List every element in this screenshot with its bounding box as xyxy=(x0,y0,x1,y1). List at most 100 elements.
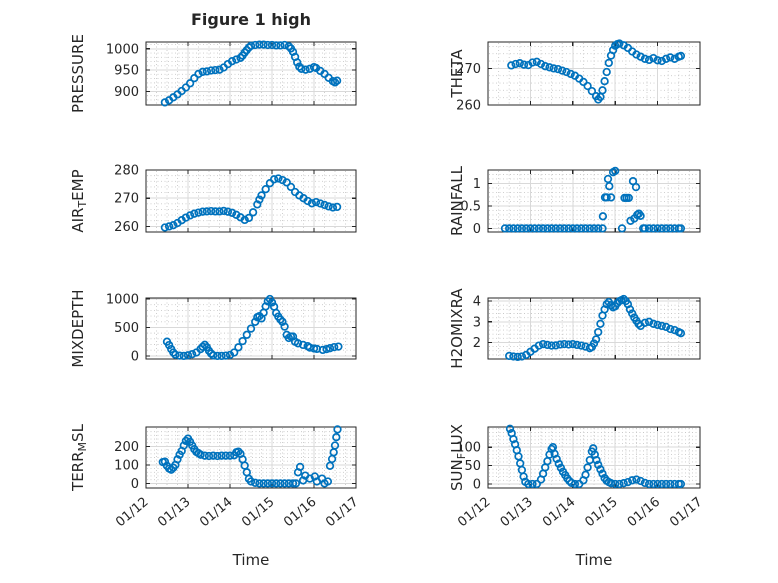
data-point-marker xyxy=(169,348,178,357)
data-point-marker xyxy=(179,441,188,450)
data-point-marker xyxy=(185,211,195,220)
data-point-marker xyxy=(175,351,184,360)
data-point-marker xyxy=(619,294,628,304)
x-tick-label: 01/12 xyxy=(455,495,493,531)
data-point-marker xyxy=(167,465,176,474)
data-point-marker xyxy=(611,479,620,489)
data-point-marker xyxy=(636,211,645,220)
data-point-marker xyxy=(596,319,605,328)
x-tick-label: 01/15 xyxy=(582,495,620,531)
data-point-marker xyxy=(519,472,528,481)
data-point-marker xyxy=(325,461,335,470)
data-point-marker xyxy=(330,441,340,450)
data-point-marker xyxy=(288,479,298,488)
data-point-marker xyxy=(606,193,616,202)
data-point-marker xyxy=(564,340,573,349)
data-point-marker xyxy=(524,479,533,489)
data-point-marker xyxy=(581,470,590,479)
data-point-marker xyxy=(572,340,582,350)
x-axis-label-right: Time xyxy=(575,551,613,569)
data-point-marker xyxy=(213,451,222,461)
data-point-marker xyxy=(553,64,563,74)
data-point-marker xyxy=(316,199,325,208)
data-point-marker xyxy=(325,344,335,353)
data-point-marker xyxy=(551,341,560,350)
data-point-marker xyxy=(259,479,268,488)
data-point-marker xyxy=(234,343,243,352)
data-point-marker xyxy=(318,345,327,355)
data-point-marker xyxy=(160,98,170,107)
data-point-marker xyxy=(632,50,641,59)
minor-grid xyxy=(489,171,699,231)
data-point-marker xyxy=(280,40,289,50)
data-point-marker xyxy=(666,324,675,334)
x-tick-label: 01/14 xyxy=(197,495,235,531)
data-point-marker xyxy=(255,479,264,488)
data-point-marker xyxy=(505,424,515,433)
data-point-marker xyxy=(615,39,624,48)
data-point-marker xyxy=(211,207,220,216)
data-point-marker xyxy=(543,457,552,466)
data-point-marker xyxy=(251,478,260,487)
data-point-marker xyxy=(215,65,224,74)
subplot-airtemp: 260 270 280 AIRTEMP xyxy=(69,164,357,235)
data-point-marker xyxy=(604,58,613,68)
data-point-marker xyxy=(625,305,635,314)
data-point-marker xyxy=(255,195,264,204)
y-tick-label: 270 xyxy=(456,62,481,77)
data-point-marker xyxy=(515,59,524,68)
data-point-marker xyxy=(295,62,304,71)
data-series-pressure xyxy=(160,40,342,107)
data-point-marker xyxy=(160,457,170,466)
data-point-marker xyxy=(246,41,256,50)
data-point-marker xyxy=(227,57,237,66)
data-point-marker xyxy=(594,460,603,469)
y-tick-label: 270 xyxy=(114,192,139,207)
data-point-marker xyxy=(649,319,658,328)
data-point-marker xyxy=(555,340,565,349)
data-point-marker xyxy=(236,53,245,62)
data-point-marker xyxy=(644,224,654,233)
data-point-marker xyxy=(261,185,270,194)
data-point-marker xyxy=(644,479,654,489)
data-point-marker xyxy=(661,322,671,332)
data-series-sunflux xyxy=(505,424,686,489)
data-point-marker xyxy=(545,63,554,72)
data-point-marker xyxy=(528,479,537,489)
ylabel-airtemp: AIRTEMP xyxy=(69,169,89,232)
data-point-marker xyxy=(333,425,342,434)
y-tick-label: 200 xyxy=(114,440,139,455)
data-series-theta xyxy=(507,39,686,104)
data-point-marker xyxy=(554,459,563,468)
data-point-marker xyxy=(278,175,287,185)
data-point-marker xyxy=(517,352,527,361)
data-point-marker xyxy=(661,479,671,489)
data-point-marker xyxy=(549,64,558,73)
subplot-h2omixra: 2 3 4 H2OMIXRA xyxy=(448,288,701,369)
data-point-marker xyxy=(631,182,641,192)
data-point-marker xyxy=(217,351,226,361)
tick-marks xyxy=(145,169,357,232)
data-point-marker xyxy=(661,54,671,63)
data-point-marker xyxy=(560,339,569,349)
data-point-marker xyxy=(649,479,658,489)
data-point-marker xyxy=(505,351,514,361)
data-point-marker xyxy=(183,351,193,360)
major-grid xyxy=(146,298,356,359)
data-point-marker xyxy=(253,200,262,209)
y-tick-label: 0 xyxy=(131,477,139,492)
data-point-marker xyxy=(298,340,308,350)
data-point-marker xyxy=(511,59,520,69)
data-point-marker xyxy=(640,318,650,327)
data-point-marker xyxy=(324,202,333,211)
data-point-marker xyxy=(196,450,205,459)
x-tick-label: 01/15 xyxy=(239,495,277,531)
data-point-marker xyxy=(293,339,303,348)
data-point-marker xyxy=(598,212,608,221)
y-tick-label: 1000 xyxy=(106,42,139,57)
data-point-marker xyxy=(562,67,571,77)
axes-box xyxy=(145,426,357,489)
data-point-marker xyxy=(657,479,666,489)
y-tick-label: 3 xyxy=(473,315,481,330)
